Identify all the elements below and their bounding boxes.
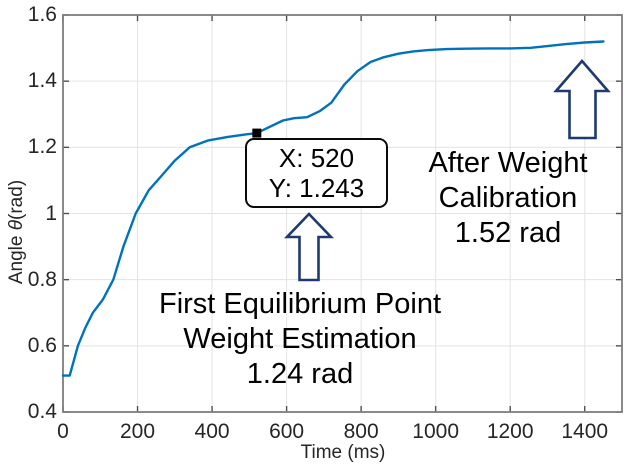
y-tick-label: 1.6	[27, 3, 57, 26]
y-tick-label: 0.6	[27, 333, 57, 357]
x-tick-label: 1400	[561, 420, 609, 443]
x-tick-label: 0	[57, 420, 69, 443]
annotation-value: 1.52 rad	[454, 217, 562, 249]
theta-symbol: θ	[6, 219, 27, 231]
y-tick-label: 0.8	[27, 267, 57, 291]
axes-box	[62, 14, 623, 413]
x-tick-label: 600	[269, 420, 305, 443]
x-tick-label: 200	[120, 420, 156, 443]
datatip-y-value: Y: 1.243	[268, 173, 365, 203]
up-arrow-icon	[283, 212, 335, 282]
y-tick-label: 1	[45, 201, 57, 225]
y-axis-label-text: Angle	[6, 230, 27, 285]
x-tick-label: 800	[343, 420, 379, 443]
y-tick-label: 1.4	[27, 69, 57, 93]
up-arrow-icon	[553, 59, 611, 140]
data-point-marker[interactable]	[252, 128, 262, 138]
annotation-line: Calibration	[438, 182, 578, 214]
annotation-after-calibration: After Weight Calibration 1.52 rad	[398, 146, 618, 251]
y-tick-label: 0.4	[27, 400, 57, 423]
annotation-first-equilibrium: First Equilibrium Point Weight Estimatio…	[128, 287, 472, 392]
annotation-line: First Equilibrium Point	[158, 288, 442, 320]
y-axis-label-unit: (rad)	[6, 179, 27, 220]
datatip-x-value: X: 520	[278, 143, 355, 173]
x-tick-label: 400	[194, 420, 230, 443]
x-tick-label: 1200	[486, 420, 534, 443]
x-axis-label: Time (ms)	[300, 442, 386, 463]
datatip-box[interactable]: X: 520 Y: 1.243	[245, 138, 388, 208]
annotation-value: 1.24 rad	[246, 358, 354, 390]
gridlines	[63, 15, 622, 412]
annotation-line: Weight Estimation	[183, 323, 417, 355]
x-tick-label: 1000	[412, 420, 460, 443]
angle-curve-line	[61, 40, 605, 377]
annotation-line: After Weight	[428, 147, 588, 179]
y-tick-label: 1.2	[27, 135, 57, 159]
y-axis-label: Angle θ(rad)	[6, 180, 28, 284]
